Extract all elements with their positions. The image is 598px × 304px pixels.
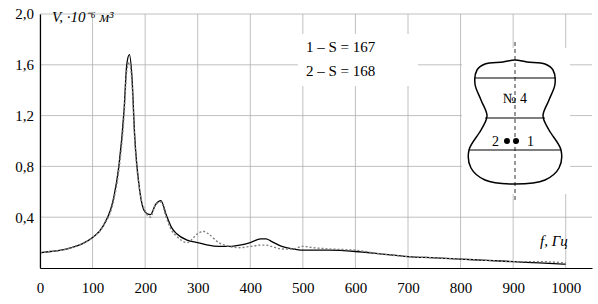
x-axis-title: f, Гц xyxy=(540,233,568,249)
y-axis-line xyxy=(40,15,41,269)
y-tick-label: 0,4 xyxy=(15,210,34,226)
x-tick: 1000 xyxy=(551,268,581,296)
y-tick: 2,0 xyxy=(15,6,40,22)
x-tick-label: 400 xyxy=(240,280,262,296)
point-label: 1 xyxy=(527,134,534,149)
y-tick: 1,6 xyxy=(15,57,40,73)
x-tick-label: 300 xyxy=(187,280,210,296)
x-tick-label: 500 xyxy=(292,280,315,296)
point-label: 2 xyxy=(492,134,499,149)
x-tick-label: 1000 xyxy=(551,280,581,296)
x-tick: 800 xyxy=(450,268,473,296)
x-tick-label: 900 xyxy=(502,280,525,296)
y-tick-label: 0,8 xyxy=(15,159,34,175)
grid-line-x xyxy=(460,14,461,268)
y-tick-label: 1,6 xyxy=(15,57,34,73)
grid-line-x xyxy=(145,14,146,268)
legend-entry: 1 – S = 167 xyxy=(306,39,376,55)
x-tick: 600 xyxy=(345,268,368,296)
x-tick-label: 100 xyxy=(82,280,105,296)
grid-line-x xyxy=(92,14,93,268)
x-tick: 100 xyxy=(82,268,105,296)
grid-line-x xyxy=(40,14,41,268)
grid-line-y xyxy=(40,217,592,218)
x-tick-label: 0 xyxy=(37,280,45,296)
x-tick: 500 xyxy=(292,268,315,296)
guitar-section xyxy=(485,117,545,118)
guitar-axis xyxy=(515,42,516,200)
chart: 0 100 200 300 400 500 600 700 800 900 1000 0,4 0,8 1,… xyxy=(0,0,598,304)
x-axis-line xyxy=(41,268,593,269)
y-tick: 0,8 xyxy=(15,159,40,175)
grid-line-x xyxy=(197,14,198,268)
point-marker xyxy=(513,138,519,144)
x-tick: 0 xyxy=(37,268,45,296)
y-tick: 0,4 xyxy=(15,210,40,226)
grid-line-y xyxy=(40,14,592,15)
x-tick-label: 200 xyxy=(134,280,157,296)
inset-background xyxy=(462,48,570,194)
grid-line-x xyxy=(250,14,251,268)
y-axis: 0,4 0,8 1,2 1,6 2,0 xyxy=(15,6,40,268)
y-tick-label: 1,2 xyxy=(15,108,34,124)
x-tick-label: 600 xyxy=(345,280,368,296)
inset-label: № 4 xyxy=(503,91,527,106)
y-axis-title: V, ·10⁻⁶ м³ xyxy=(52,9,114,25)
x-tick-label: 800 xyxy=(450,280,473,296)
x-axis: 0 100 200 300 400 500 600 700 800 900 1000 xyxy=(37,268,593,296)
x-tick: 700 xyxy=(397,268,420,296)
y-tick: 1,2 xyxy=(15,108,40,124)
x-tick: 900 xyxy=(502,268,525,296)
x-tick: 400 xyxy=(240,268,262,296)
series-group xyxy=(40,55,566,265)
inset: № 4 2 1 xyxy=(468,42,561,200)
x-tick: 200 xyxy=(134,268,157,296)
legend-entry: 2 – S = 168 xyxy=(306,63,375,79)
legend-background xyxy=(298,34,418,86)
series-line xyxy=(40,55,566,265)
x-tick: 300 xyxy=(187,268,210,296)
point-marker xyxy=(504,138,510,144)
x-tick-label: 700 xyxy=(397,280,420,296)
grid xyxy=(40,14,592,268)
y-tick-label: 2,0 xyxy=(15,6,34,22)
